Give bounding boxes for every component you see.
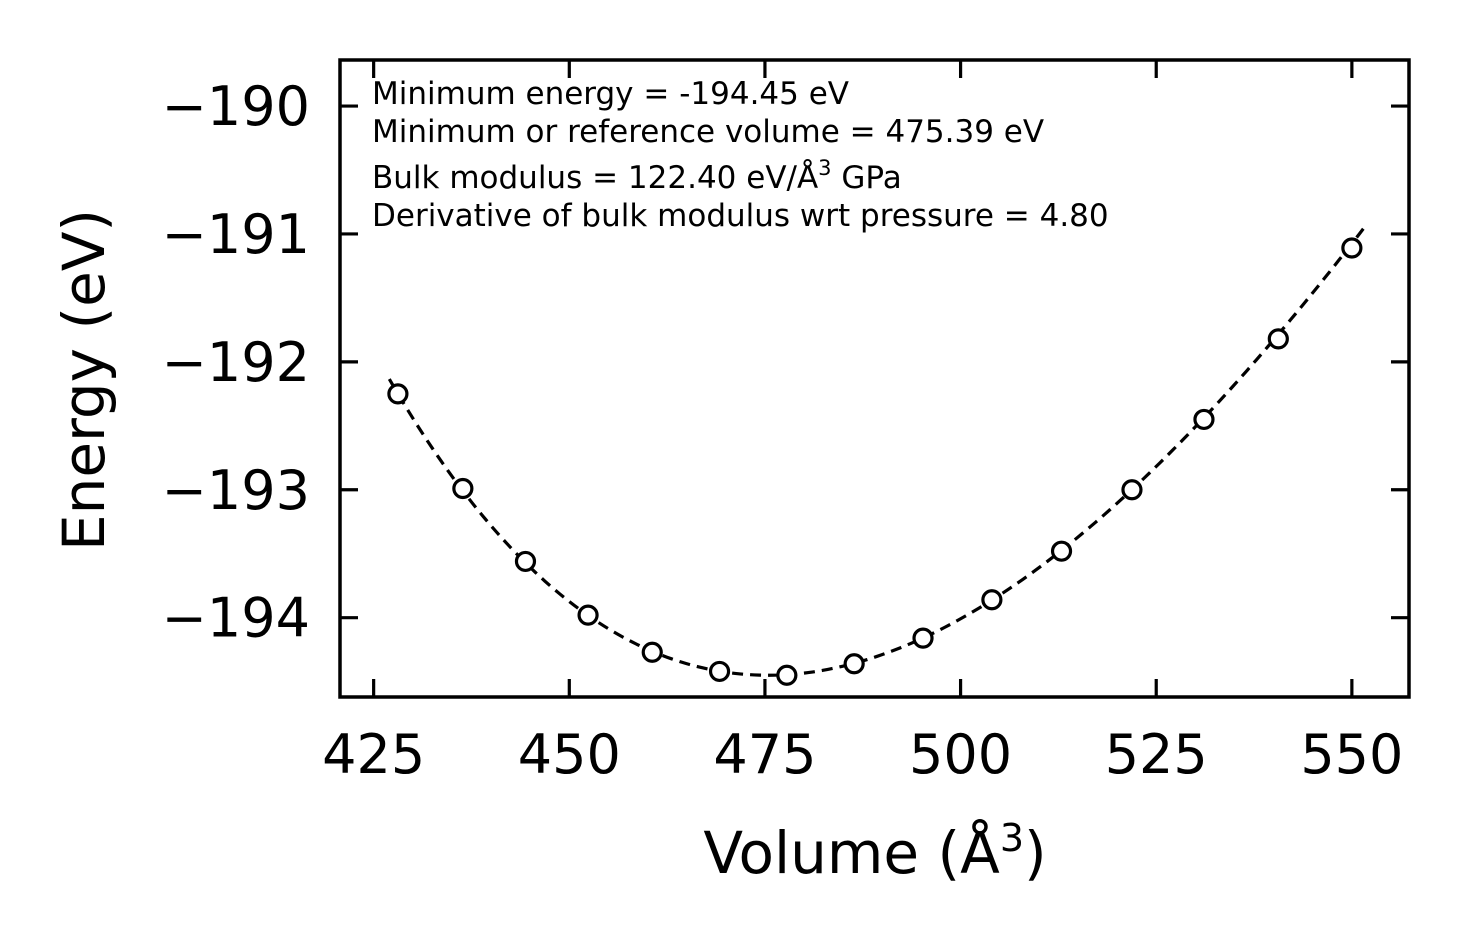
y-tick-label: −193 (162, 459, 310, 522)
x-axis-title: Volume (Å3) (703, 816, 1046, 887)
data-point (776, 664, 798, 686)
fit-layer (387, 227, 1365, 677)
data-point (1341, 237, 1363, 259)
annotation-box: Minimum energy = -194.45 eV Minimum or r… (372, 76, 1109, 234)
x-tick-label: 475 (713, 723, 816, 786)
x-tick-label: 500 (909, 723, 1012, 786)
points-layer (387, 237, 1363, 686)
data-point (1267, 328, 1289, 350)
x-tick-label: 550 (1300, 723, 1403, 786)
annotation-ref-volume: Minimum or reference volume = 475.39 eV (372, 114, 1044, 150)
plot-frame (338, 58, 1411, 699)
data-point (1050, 540, 1073, 562)
annotation-bulk-modulus: Bulk modulus = 122.40 eV/Å3 GPa (372, 156, 902, 196)
fit-curve (387, 227, 1365, 677)
y-tick-label: −191 (162, 203, 310, 266)
data-point (577, 604, 599, 626)
data-point (452, 477, 474, 500)
data-point (514, 550, 537, 573)
y-tick-label: −194 (162, 587, 310, 650)
x-tick-labels: 425 450 475 500 525 550 (322, 723, 1403, 786)
y-tick-label: −192 (162, 331, 310, 394)
ticks-layer (340, 60, 1409, 697)
data-point (912, 627, 934, 649)
data-point (1193, 408, 1215, 431)
annotation-bulk-derivative: Derivative of bulk modulus wrt pressure … (372, 198, 1109, 234)
x-tick-label: 525 (1105, 723, 1208, 786)
data-point (708, 660, 731, 683)
annotation-min-energy: Minimum energy = -194.45 eV (372, 76, 849, 112)
y-tick-labels: −190 −191 −192 −193 −194 (162, 75, 310, 650)
data-point (641, 641, 663, 663)
data-point (387, 383, 409, 405)
y-axis-title: Energy (eV) (50, 209, 118, 551)
y-tick-label: −190 (162, 75, 310, 138)
data-point (1121, 479, 1143, 501)
x-tick-label: 450 (518, 723, 621, 786)
data-point (843, 653, 865, 675)
data-point (981, 589, 1003, 611)
x-tick-label: 425 (322, 723, 425, 786)
